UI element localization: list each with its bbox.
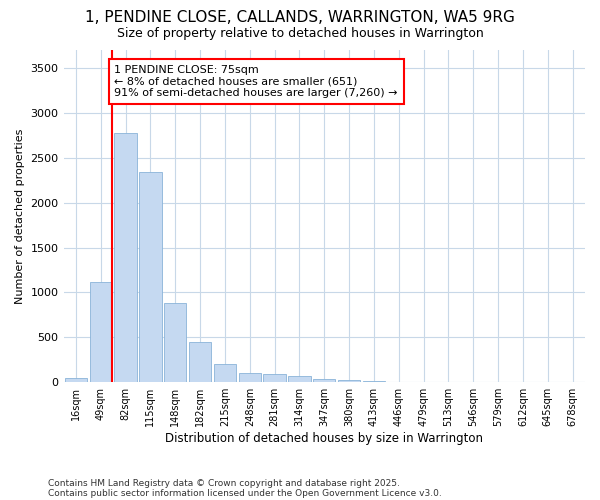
Text: 1, PENDINE CLOSE, CALLANDS, WARRINGTON, WA5 9RG: 1, PENDINE CLOSE, CALLANDS, WARRINGTON, …: [85, 10, 515, 25]
Bar: [239, 373, 261, 382]
Y-axis label: Number of detached properties: Number of detached properties: [15, 128, 25, 304]
Text: 1 PENDINE CLOSE: 75sqm
← 8% of detached houses are smaller (651)
91% of semi-det: 1 PENDINE CLOSE: 75sqm ← 8% of detached …: [115, 65, 398, 98]
Bar: [313, 379, 335, 382]
X-axis label: Distribution of detached houses by size in Warrington: Distribution of detached houses by size …: [165, 432, 483, 445]
Bar: [115, 132, 137, 382]
Bar: [214, 364, 236, 382]
Text: Contains public sector information licensed under the Open Government Licence v3: Contains public sector information licen…: [48, 488, 442, 498]
Bar: [89, 282, 112, 382]
Bar: [164, 303, 187, 382]
Bar: [139, 172, 161, 382]
Bar: [263, 374, 286, 382]
Bar: [189, 342, 211, 382]
Bar: [65, 378, 87, 382]
Bar: [288, 376, 311, 382]
Text: Contains HM Land Registry data © Crown copyright and database right 2025.: Contains HM Land Registry data © Crown c…: [48, 478, 400, 488]
Text: Size of property relative to detached houses in Warrington: Size of property relative to detached ho…: [116, 28, 484, 40]
Bar: [338, 380, 360, 382]
